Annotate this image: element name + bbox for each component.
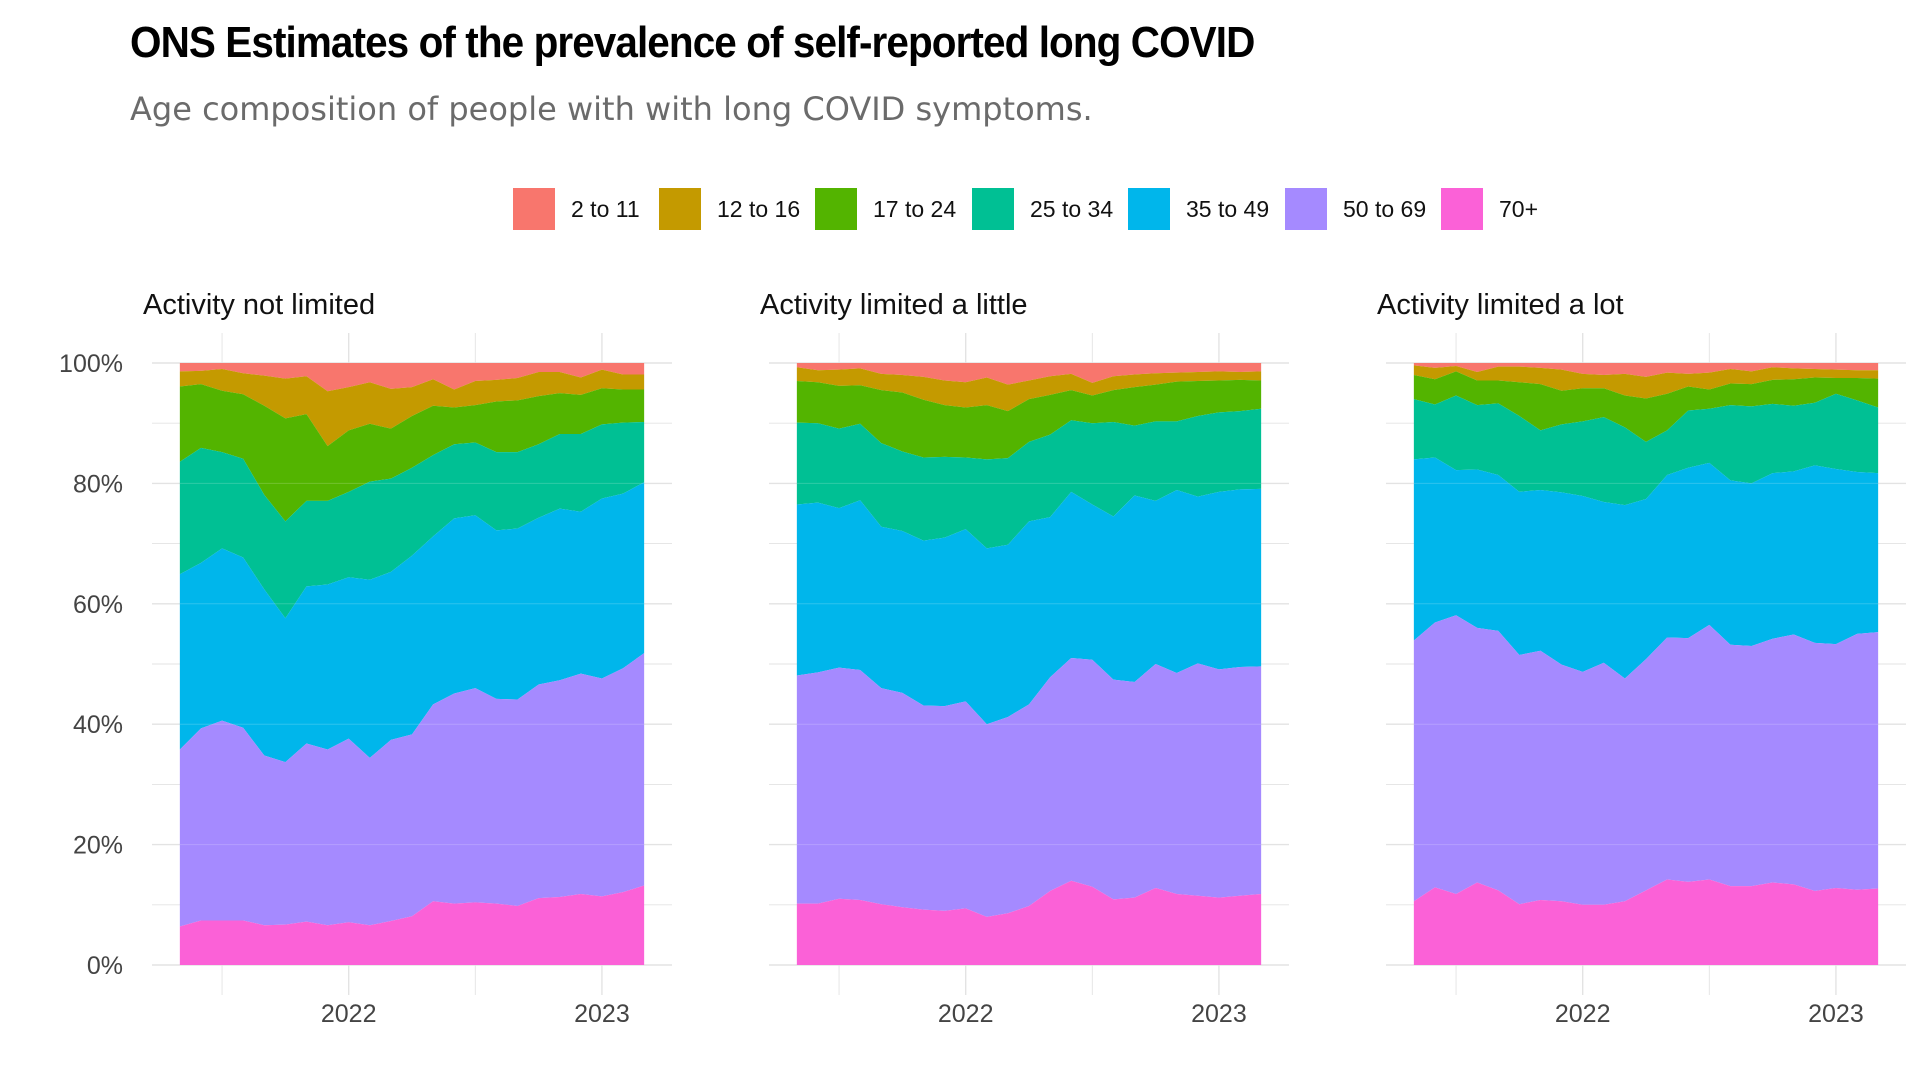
panel-activity-not-limited: Activity not limited 0% 20% 40% 60% 80% 100% 20… bbox=[59, 289, 672, 1028]
area-2-to-11 bbox=[796, 363, 1262, 385]
x-tick-label: 2022 bbox=[321, 1000, 377, 1028]
legend-swatch-25-to-34 bbox=[972, 188, 1014, 230]
area-70 bbox=[796, 880, 1262, 965]
area-25-to-34 bbox=[1413, 393, 1879, 506]
legend-swatch-50-to-69 bbox=[1285, 188, 1327, 230]
area-2-to-11 bbox=[179, 363, 645, 392]
x-tick-label: 2023 bbox=[1808, 1000, 1864, 1028]
y-tick-label: 0% bbox=[87, 952, 123, 980]
area-70 bbox=[1413, 879, 1879, 965]
area-50-to-69 bbox=[179, 653, 645, 927]
y-tick-label: 20% bbox=[73, 832, 123, 860]
area-50-to-69 bbox=[796, 657, 1262, 917]
gridlines-overlay bbox=[1413, 482, 1879, 846]
area-17-to-24 bbox=[796, 379, 1262, 460]
legend-label-2-to-11: 2 to 11 bbox=[571, 196, 640, 222]
gridlines-overlay bbox=[796, 482, 1262, 846]
x-tick-label: 2022 bbox=[1555, 1000, 1611, 1028]
area-50-to-69 bbox=[1413, 615, 1879, 905]
legend-swatch-2-to-11 bbox=[513, 188, 555, 230]
area-17-to-24 bbox=[179, 384, 645, 522]
panel-activity-limited-a-lot: Activity limited a lot 2022 2023 bbox=[1377, 289, 1906, 1028]
legend-swatch-70 bbox=[1441, 188, 1483, 230]
area-70 bbox=[179, 885, 645, 965]
area-2-to-11 bbox=[1413, 363, 1879, 377]
chart-title: ONS Estimates of the prevalence of self-… bbox=[130, 18, 1255, 67]
legend-swatch-17-to-24 bbox=[815, 188, 857, 230]
x-tick-label: 2023 bbox=[574, 1000, 630, 1028]
panel-title: Activity limited a little bbox=[760, 289, 1028, 321]
legend-label-12-to-16: 12 to 16 bbox=[717, 196, 800, 222]
area-12-to-16 bbox=[1413, 365, 1879, 399]
chart-subtitle: Age composition of people with with long… bbox=[130, 90, 1093, 128]
y-tick-label: 100% bbox=[59, 350, 123, 378]
y-tick-label: 60% bbox=[73, 591, 123, 619]
panel-title: Activity not limited bbox=[143, 289, 375, 321]
legend-swatch-12-to-16 bbox=[659, 188, 701, 230]
area-12-to-16 bbox=[179, 369, 645, 447]
y-tick-label: 40% bbox=[73, 711, 123, 739]
y-tick-label: 80% bbox=[73, 470, 123, 498]
area-35-to-49 bbox=[179, 482, 645, 763]
legend-label-17-to-24: 17 to 24 bbox=[873, 196, 956, 222]
x-tick-label: 2022 bbox=[938, 1000, 994, 1028]
legend-swatch-35-to-49 bbox=[1128, 188, 1170, 230]
area-35-to-49 bbox=[1413, 457, 1879, 679]
area-35-to-49 bbox=[796, 488, 1262, 725]
gridlines-overlay bbox=[179, 482, 645, 846]
area-25-to-34 bbox=[179, 421, 645, 619]
x-tick-label: 2023 bbox=[1191, 1000, 1247, 1028]
panel-activity-limited-a-little: Activity limited a little 2022 2023 bbox=[760, 289, 1289, 1028]
legend: 2 to 11 12 to 16 17 to 24 25 to 34 35 to 49 5… bbox=[513, 188, 1538, 230]
legend-label-50-to-69: 50 to 69 bbox=[1343, 196, 1426, 222]
legend-label-25-to-34: 25 to 34 bbox=[1030, 196, 1113, 222]
area-17-to-24 bbox=[1413, 371, 1879, 442]
area-12-to-16 bbox=[796, 367, 1262, 412]
legend-label-70: 70+ bbox=[1499, 196, 1538, 222]
area-25-to-34 bbox=[796, 408, 1262, 549]
legend-label-35-to-49: 35 to 49 bbox=[1186, 196, 1269, 222]
panel-title: Activity limited a lot bbox=[1377, 289, 1624, 321]
